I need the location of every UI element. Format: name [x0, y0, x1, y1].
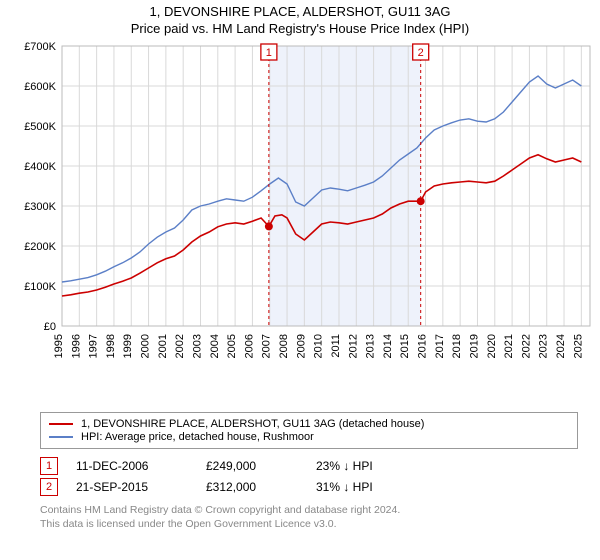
svg-text:2001: 2001 — [157, 334, 169, 358]
svg-text:1: 1 — [266, 47, 272, 59]
sale-price: £312,000 — [206, 480, 316, 494]
svg-text:2021: 2021 — [503, 334, 515, 358]
sale-row: 1 11-DEC-2006£249,00023% ↓ HPI — [40, 457, 600, 475]
svg-text:2018: 2018 — [451, 334, 463, 358]
svg-text:2025: 2025 — [572, 334, 584, 358]
svg-text:2017: 2017 — [434, 334, 446, 358]
svg-text:2019: 2019 — [468, 334, 480, 358]
svg-text:£700K: £700K — [24, 41, 56, 53]
chart-container: 1, DEVONSHIRE PLACE, ALDERSHOT, GU11 3AG… — [0, 0, 600, 560]
legend-label: 1, DEVONSHIRE PLACE, ALDERSHOT, GU11 3AG… — [81, 418, 424, 430]
svg-text:2005: 2005 — [226, 334, 238, 358]
footer: Contains HM Land Registry data © Crown c… — [40, 504, 600, 531]
svg-text:1998: 1998 — [105, 334, 117, 358]
svg-text:2004: 2004 — [209, 334, 221, 358]
svg-text:2009: 2009 — [295, 334, 307, 358]
svg-text:2002: 2002 — [174, 334, 186, 358]
svg-text:£300K: £300K — [24, 201, 56, 213]
footer-line2: This data is licensed under the Open Gov… — [40, 518, 600, 532]
sale-marker: 1 — [40, 457, 58, 475]
sale-price: £249,000 — [206, 459, 316, 473]
svg-text:2024: 2024 — [555, 334, 567, 358]
sales-table: 1 11-DEC-2006£249,00023% ↓ HPI 2 21-SEP-201… — [40, 457, 600, 496]
svg-text:2011: 2011 — [330, 334, 342, 358]
legend: 1, DEVONSHIRE PLACE, ALDERSHOT, GU11 3AG… — [40, 412, 578, 449]
svg-text:£200K: £200K — [24, 241, 56, 253]
legend-row: 1, DEVONSHIRE PLACE, ALDERSHOT, GU11 3AG… — [49, 418, 569, 430]
svg-text:2015: 2015 — [399, 334, 411, 358]
svg-text:2014: 2014 — [382, 334, 394, 358]
svg-text:2000: 2000 — [140, 334, 152, 358]
svg-text:2016: 2016 — [417, 334, 429, 358]
svg-text:2012: 2012 — [347, 334, 359, 358]
legend-swatch — [49, 423, 73, 425]
sale-row: 2 21-SEP-2015£312,00031% ↓ HPI — [40, 478, 600, 496]
svg-text:1999: 1999 — [122, 334, 134, 358]
svg-text:1996: 1996 — [70, 334, 82, 358]
footer-line1: Contains HM Land Registry data © Crown c… — [40, 504, 600, 518]
sale-date: 11-DEC-2006 — [76, 459, 206, 473]
svg-text:1995: 1995 — [53, 334, 65, 358]
svg-text:2: 2 — [418, 47, 424, 59]
svg-text:1997: 1997 — [88, 334, 100, 358]
line-chart: £0 £100K £200K £300K £400K £500K £600K £700K 199… — [0, 36, 600, 396]
svg-text:2008: 2008 — [278, 334, 290, 358]
svg-text:£600K: £600K — [24, 81, 56, 93]
titles: 1, DEVONSHIRE PLACE, ALDERSHOT, GU11 3AG… — [0, 0, 600, 36]
sale-diff: 23% ↓ HPI — [316, 459, 436, 473]
svg-text:2007: 2007 — [261, 334, 273, 358]
title-address: 1, DEVONSHIRE PLACE, ALDERSHOT, GU11 3AG — [0, 4, 600, 19]
sale-diff: 31% ↓ HPI — [316, 480, 436, 494]
svg-text:2020: 2020 — [486, 334, 498, 358]
svg-text:2010: 2010 — [313, 334, 325, 358]
svg-text:2023: 2023 — [538, 334, 550, 358]
legend-swatch — [49, 436, 73, 438]
svg-text:£100K: £100K — [24, 281, 56, 293]
legend-row: HPI: Average price, detached house, Rush… — [49, 431, 569, 443]
chart-area: £0 £100K £200K £300K £400K £500K £600K £700K 199… — [0, 36, 600, 406]
svg-text:£500K: £500K — [24, 121, 56, 133]
svg-text:2006: 2006 — [243, 334, 255, 358]
svg-text:2003: 2003 — [191, 334, 203, 358]
sale-date: 21-SEP-2015 — [76, 480, 206, 494]
svg-text:£0: £0 — [44, 321, 56, 333]
svg-text:2013: 2013 — [365, 334, 377, 358]
sale-marker: 2 — [40, 478, 58, 496]
svg-text:2022: 2022 — [520, 334, 532, 358]
title-sub: Price paid vs. HM Land Registry's House … — [0, 21, 600, 36]
svg-text:£400K: £400K — [24, 161, 56, 173]
legend-label: HPI: Average price, detached house, Rush… — [81, 431, 314, 443]
